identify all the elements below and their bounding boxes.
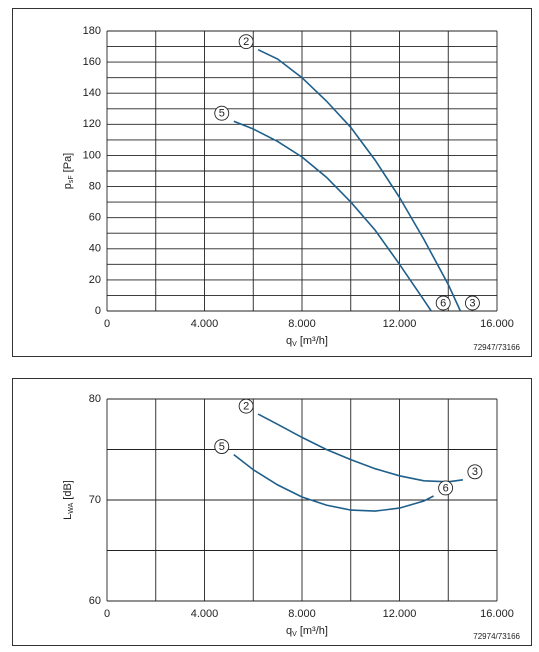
x-label-unit: [m³/h]: [300, 625, 328, 637]
x-tick-label: 0: [104, 318, 110, 330]
y-tick-label: 60: [89, 595, 101, 607]
y-tick-label: 60: [89, 212, 101, 224]
y-tick-label: 140: [83, 87, 101, 99]
y-tick-label: 180: [83, 25, 101, 37]
y-tick-label: 100: [83, 149, 101, 161]
y-tick-label: 20: [89, 274, 101, 286]
curve-badge: [214, 439, 230, 454]
y-tick-label: 120: [83, 118, 101, 130]
y-label-sub: sF: [68, 175, 75, 183]
curve: [257, 413, 464, 483]
chart-frame: [12, 378, 532, 646]
y-label-unit: [dB]: [62, 480, 74, 500]
x-label-sub: V: [292, 341, 297, 348]
curve-label: 5: [219, 441, 225, 453]
y-tick-label: 160: [83, 56, 101, 68]
y-tick-label: 70: [89, 494, 101, 506]
curve-label: 3: [469, 297, 475, 309]
y-label-main: L: [62, 514, 74, 520]
x-tick-label: 12.000: [383, 608, 417, 620]
figure-code: 72974/73166: [473, 632, 520, 641]
curve: [233, 120, 432, 312]
curve-badge: [238, 34, 254, 50]
curve-label: 6: [443, 482, 449, 494]
y-label-sub: WA: [68, 502, 75, 513]
curve-badge: [464, 295, 480, 311]
x-axis-label: qV [m³/h]: [286, 625, 328, 638]
curve-label: 2: [243, 36, 249, 48]
x-tick-label: 16.000: [480, 608, 514, 620]
curve-badge: [438, 480, 454, 496]
x-tick-label: 4.000: [191, 608, 219, 620]
y-tick-label: 0: [95, 305, 101, 317]
curve-label: 3: [472, 466, 478, 478]
chart-frame: [12, 8, 532, 357]
y-tick-label: 80: [89, 393, 101, 405]
x-tick-label: 16.000: [480, 318, 514, 330]
curve-badge: [435, 295, 451, 311]
y-axis-label: LWA [dB]: [62, 480, 75, 520]
y-tick-label: 40: [89, 243, 101, 255]
curve-badge: [238, 398, 254, 414]
y-axis-label: psF [Pa]: [62, 153, 75, 189]
curve-label: 6: [440, 297, 446, 309]
x-tick-label: 0: [104, 608, 110, 620]
x-label-main: q: [286, 625, 292, 637]
x-label-sub: V: [292, 631, 297, 638]
y-label-main: p: [62, 183, 74, 189]
x-tick-label: 4.000: [191, 318, 219, 330]
x-label-unit: [m³/h]: [300, 335, 328, 347]
y-tick-label: 80: [89, 180, 101, 192]
curve-label: 5: [219, 108, 225, 120]
x-axis-label: qV [m³/h]: [286, 335, 328, 348]
curve: [257, 48, 462, 312]
curve-label: 2: [243, 401, 249, 413]
figure-code: 72947/73166: [473, 343, 520, 352]
curve: [233, 453, 434, 512]
x-tick-label: 12.000: [383, 318, 417, 330]
x-tick-label: 8.000: [288, 318, 316, 330]
curve-badge: [214, 105, 230, 121]
y-label-unit: [Pa]: [62, 153, 74, 173]
x-label-main: q: [286, 335, 292, 347]
x-tick-label: 8.000: [288, 608, 316, 620]
curve-badge: [467, 464, 483, 480]
